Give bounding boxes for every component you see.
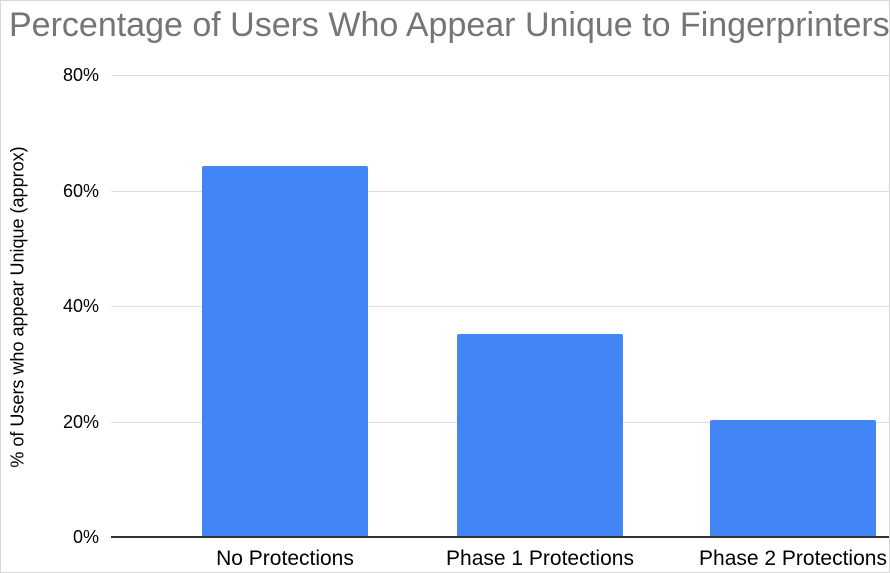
- x-axis-line: [111, 536, 889, 538]
- gridline-80: [111, 75, 889, 76]
- bar-no-protections: [202, 166, 368, 536]
- y-tick-label-60: 60%: [62, 181, 99, 201]
- bar-phase-1-protections: [457, 334, 623, 536]
- gridline-40: [111, 306, 889, 307]
- y-tick-label-40: 40%: [62, 296, 99, 316]
- y-tick-label-0: 0%: [72, 527, 99, 547]
- x-axis-label-no-protections: No Protections: [216, 547, 354, 570]
- y-tick-label-20: 20%: [62, 412, 99, 432]
- y-tick-label-80: 80%: [62, 65, 99, 85]
- gridline-60: [111, 191, 889, 192]
- x-axis-label-phase-2-protections: Phase 2 Protections: [699, 547, 887, 570]
- chart-title: Percentage of Users Who Appear Unique to…: [9, 6, 890, 44]
- bar-phase-2-protections: [710, 420, 876, 536]
- x-axis-label-phase-1-protections: Phase 1 Protections: [446, 547, 634, 570]
